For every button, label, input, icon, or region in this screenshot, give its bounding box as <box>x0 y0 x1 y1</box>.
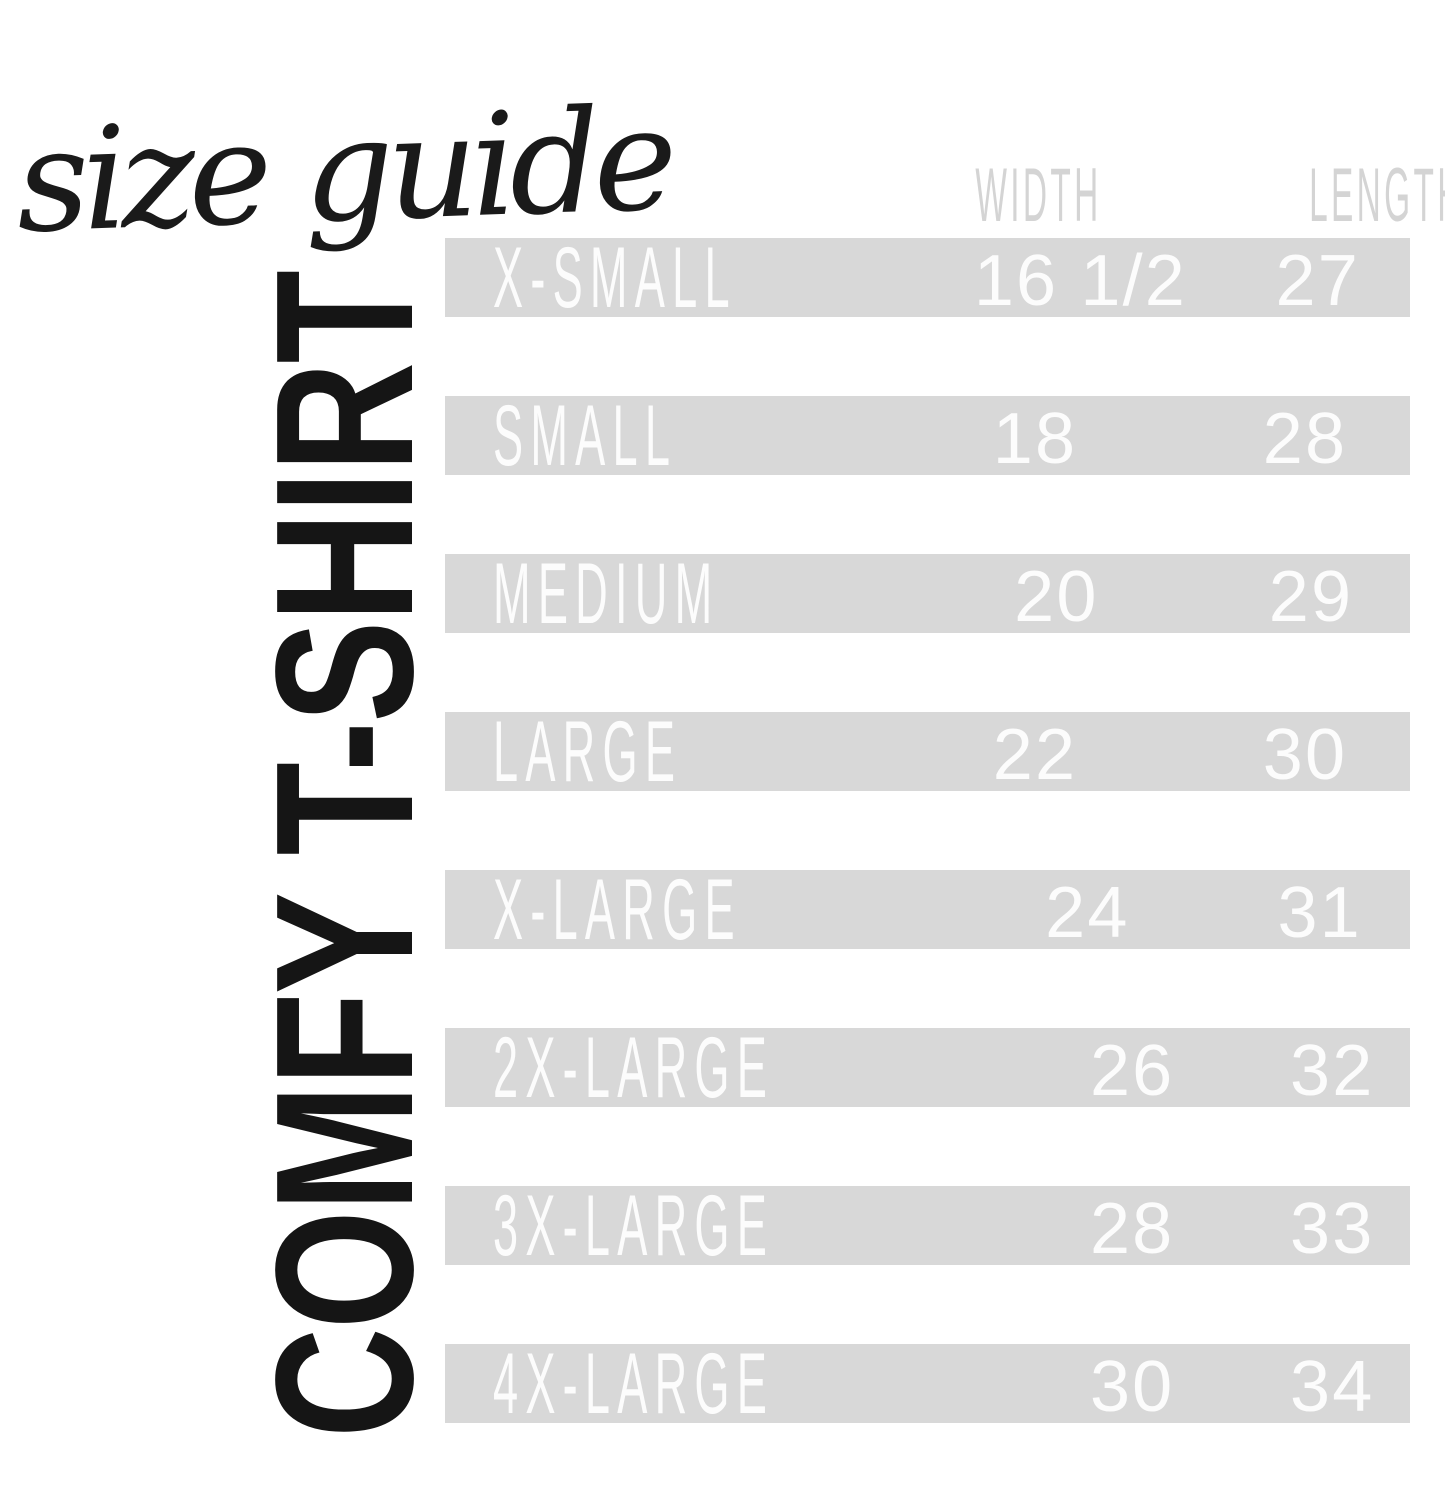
table-row: MEDIUM 20 29 <box>445 551 1410 637</box>
length-value: 31 <box>1277 872 1362 953</box>
width-cell: 22 <box>895 714 1175 795</box>
length-value: 34 <box>1290 1346 1375 1427</box>
width-value: 22 <box>992 714 1078 795</box>
size-cell: LARGE <box>445 709 895 795</box>
header-length-cell: LENGTH <box>1210 157 1445 234</box>
width-cell: 20 <box>924 556 1188 637</box>
table-row: SMALL 18 28 <box>445 393 1410 479</box>
column-header-length: LENGTH <box>1309 152 1445 238</box>
width-value: 30 <box>1089 1346 1175 1427</box>
row-label: LARGE <box>493 703 683 800</box>
length-value: 29 <box>1268 556 1354 637</box>
width-value: 28 <box>1089 1188 1175 1269</box>
length-value: 30 <box>1262 714 1348 795</box>
row-label: X-SMALL <box>493 229 737 326</box>
column-header-width: WIDTH <box>975 152 1102 238</box>
length-value: 33 <box>1290 1188 1375 1269</box>
size-cell: SMALL <box>445 393 895 479</box>
size-cell: MEDIUM <box>445 551 924 637</box>
length-cell: 27 <box>1234 240 1401 321</box>
length-cell: 29 <box>1221 556 1400 637</box>
product-name-vertical: COMFY T-SHIRT <box>235 188 454 1438</box>
width-cell: 18 <box>895 398 1175 479</box>
table-header-row: WIDTH LENGTH <box>445 152 1445 238</box>
length-value: 28 <box>1262 398 1348 479</box>
size-cell: 4X-LARGE <box>445 1341 1028 1427</box>
row-label: MEDIUM <box>493 545 720 642</box>
row-label: 4X-LARGE <box>493 1335 775 1432</box>
length-value: 32 <box>1290 1030 1375 1111</box>
length-cell: 31 <box>1238 872 1401 953</box>
length-cell: 34 <box>1262 1346 1403 1427</box>
width-value: 18 <box>992 398 1078 479</box>
width-value: 20 <box>1014 556 1099 637</box>
table-row: 4X-LARGE 30 34 <box>445 1341 1410 1427</box>
table-row: 2X-LARGE 26 32 <box>445 1025 1410 1111</box>
header-width-cell: WIDTH <box>895 152 1175 238</box>
width-cell: 16 1/2 <box>957 240 1203 321</box>
width-cell: 24 <box>967 872 1208 953</box>
row-label: 2X-LARGE <box>493 1019 775 1116</box>
width-value: 24 <box>1045 872 1130 953</box>
size-cell: X-SMALL <box>445 235 957 321</box>
table-row: X-LARGE 24 31 <box>445 867 1410 953</box>
size-cell: X-LARGE <box>445 867 967 953</box>
size-cell: 3X-LARGE <box>445 1183 1028 1269</box>
width-value: 26 <box>1089 1030 1175 1111</box>
size-table: X-SMALL 16 1/2 27 SMALL 18 28 MEDIUM 20 … <box>445 235 1410 1502</box>
row-label: X-LARGE <box>493 861 742 958</box>
length-value: 27 <box>1275 240 1360 321</box>
table-row: 3X-LARGE 28 33 <box>445 1183 1410 1269</box>
product-name-label: COMFY T-SHIRT <box>235 271 454 1438</box>
length-cell: 32 <box>1262 1030 1403 1111</box>
width-cell: 28 <box>1028 1188 1235 1269</box>
size-cell: 2X-LARGE <box>445 1025 1028 1111</box>
table-row: LARGE 22 30 <box>445 709 1410 795</box>
length-cell: 28 <box>1210 398 1400 479</box>
row-label: 3X-LARGE <box>493 1177 775 1274</box>
length-cell: 30 <box>1210 714 1400 795</box>
row-label: SMALL <box>493 387 678 484</box>
table-row: X-SMALL 16 1/2 27 <box>445 235 1410 321</box>
length-cell: 33 <box>1262 1188 1403 1269</box>
width-value: 16 1/2 <box>973 240 1187 321</box>
width-cell: 30 <box>1028 1346 1235 1427</box>
width-cell: 26 <box>1028 1030 1235 1111</box>
